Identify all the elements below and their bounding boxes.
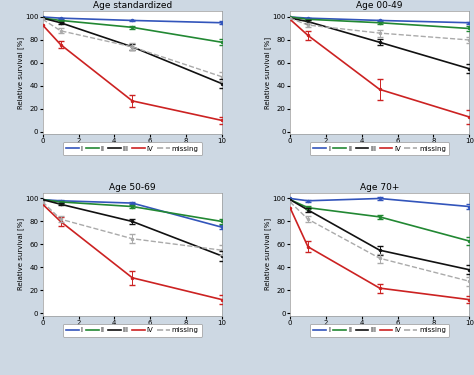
Title: Age standardized: Age standardized [92,2,172,10]
Y-axis label: Relative survival [%]: Relative survival [%] [17,218,24,290]
Title: Age 00-49: Age 00-49 [356,2,403,10]
Legend: I, II, III, IV, missing: I, II, III, IV, missing [310,324,449,337]
Legend: I, II, III, IV, missing: I, II, III, IV, missing [63,324,202,337]
Y-axis label: Relative survival [%]: Relative survival [%] [17,37,24,109]
Title: Age 50-69: Age 50-69 [109,183,155,192]
X-axis label: Years after diagnosis: Years after diagnosis [96,146,168,152]
X-axis label: Years after diagnosis: Years after diagnosis [344,327,416,333]
X-axis label: Years after diagnosis: Years after diagnosis [344,146,416,152]
Title: Age 70+: Age 70+ [360,183,399,192]
Legend: I, II, III, IV, missing: I, II, III, IV, missing [63,142,202,155]
X-axis label: Years after diagnosis: Years after diagnosis [96,327,168,333]
Y-axis label: Relative survival [%]: Relative survival [%] [264,37,271,109]
Legend: I, II, III, IV, missing: I, II, III, IV, missing [310,142,449,155]
Y-axis label: Relative survival [%]: Relative survival [%] [264,218,271,290]
